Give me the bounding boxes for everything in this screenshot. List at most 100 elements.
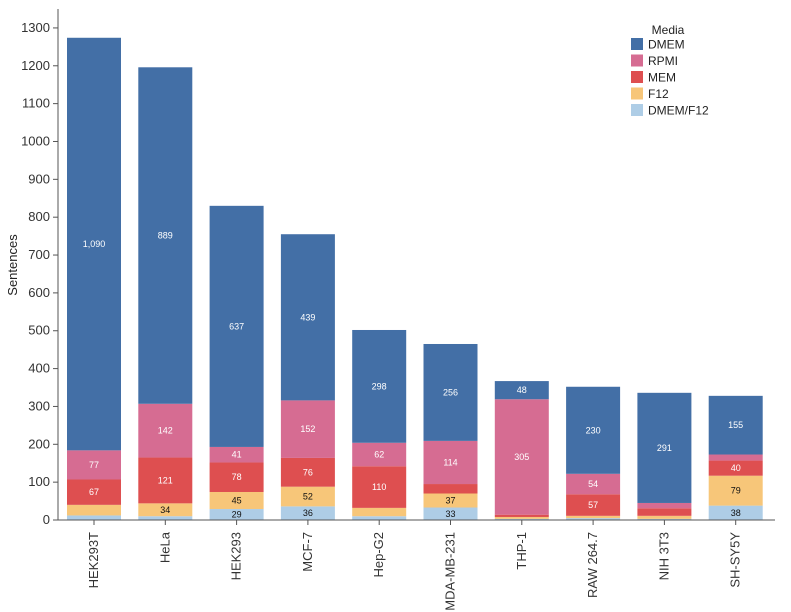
data-label: 45 (232, 496, 242, 506)
bar-segment (637, 502, 692, 509)
bar-segment (494, 518, 549, 520)
y-tick-label: 1300 (21, 20, 50, 35)
bar-segment (708, 475, 763, 506)
data-label: 52 (303, 492, 313, 502)
data-label: 38 (731, 508, 741, 518)
data-label: 77 (89, 460, 99, 470)
x-tick-label: HeLa (157, 531, 172, 563)
data-label: 155 (728, 420, 743, 430)
bar-stack-sh-sy5y: 38 79 40 155 (708, 395, 763, 520)
bar-segment (423, 343, 478, 441)
legend-swatch (631, 104, 643, 116)
data-label: 298 (372, 381, 387, 391)
legend-entry: DMEM/F12 (648, 104, 709, 118)
bar-segment (138, 403, 193, 458)
bar-segment (138, 67, 193, 404)
bar-segment (423, 484, 478, 494)
x-axis: HEK293T HeLa HEK293 MCF-7 Hep-G2 MDA-MB-231 TH… (58, 519, 775, 611)
bar-segment (209, 205, 264, 447)
legend-entry: DMEM (648, 38, 685, 52)
y-tick-label: 700 (28, 247, 50, 262)
bar-segment (209, 509, 264, 520)
data-label: 889 (158, 231, 173, 241)
y-tick-label: 1200 (21, 58, 50, 73)
data-label: 54 (588, 479, 598, 489)
x-tick-label: HEK293 (229, 532, 244, 580)
bar-segment (566, 386, 621, 474)
data-label: 1,090 (83, 239, 106, 249)
data-label: 230 (586, 425, 601, 435)
bar-segment (67, 479, 121, 505)
bar-stack-raw-264-7: 57 54 230 (566, 386, 621, 520)
bar-segment (566, 515, 621, 519)
data-label: 62 (374, 450, 384, 460)
data-label: 439 (300, 312, 315, 322)
y-tick-label: 500 (28, 323, 50, 338)
legend-entry: RPMI (648, 54, 678, 68)
y-tick-label: 400 (28, 361, 50, 376)
data-label: 305 (514, 452, 529, 462)
bar-segment (352, 329, 407, 443)
bar-segment (708, 505, 763, 520)
bar-segment (280, 457, 335, 487)
bar-segment (138, 457, 193, 504)
bar-segment (566, 473, 621, 495)
y-tick-label: 100 (28, 474, 50, 489)
bar-segment (67, 450, 121, 480)
y-tick-label: 900 (28, 171, 50, 186)
bar-stack-nih-3t3: 291 (637, 392, 692, 520)
y-axis: 0 100 200 300 400 500 600 700 800 900 1000 1100 1200… (21, 9, 59, 527)
bar-segment (494, 514, 549, 517)
data-label: 142 (158, 426, 173, 436)
bar-segment (280, 234, 335, 401)
bars: 67 77 1,090 34 121 142 889 29 45 78 41 637 36 52 76 152… (67, 37, 763, 520)
y-tick-label: 1100 (22, 96, 50, 111)
data-label: 79 (731, 486, 741, 496)
x-tick-label: MCF-7 (300, 532, 315, 572)
data-label: 37 (445, 496, 455, 506)
bar-segment (637, 518, 692, 520)
data-label: 256 (443, 387, 458, 397)
y-tick-label: 600 (28, 285, 50, 300)
legend-entry: F12 (648, 87, 669, 101)
legend: Media DMEM RPMI MEM F12 DMEM/F12 (631, 23, 709, 118)
legend-swatch (631, 87, 643, 100)
y-axis-label: Sentences (5, 234, 20, 296)
data-label: 67 (89, 487, 99, 497)
bar-segment (209, 462, 264, 492)
bar-segment (209, 446, 264, 463)
data-label: 114 (443, 457, 457, 467)
legend-swatch (631, 71, 643, 83)
bar-stack-hek293t: 67 77 1,090 (67, 37, 121, 520)
bar-segment (637, 392, 692, 503)
data-label: 121 (158, 475, 173, 485)
bar-stack-thp-1: 305 48 (494, 381, 549, 520)
bar-segment (494, 381, 549, 400)
legend-entry: MEM (648, 71, 676, 85)
bar-segment (494, 516, 549, 519)
y-tick-label: 0 (43, 512, 50, 527)
bar-segment (67, 37, 121, 451)
data-label: 34 (160, 505, 170, 515)
y-tick-label: 1000 (21, 133, 50, 148)
bar-segment (708, 395, 763, 455)
bar-segment (566, 518, 621, 520)
bar-segment (423, 440, 478, 485)
y-tick-label: 800 (28, 209, 50, 224)
legend-swatch (631, 54, 643, 67)
x-tick-label: MDA-MB-231 (443, 532, 458, 611)
bar-segment (423, 493, 478, 508)
bar-segment (494, 399, 549, 515)
data-label: 41 (232, 450, 242, 460)
data-label: 78 (232, 472, 242, 482)
bar-stack-mcf-7: 36 52 76 152 439 (280, 234, 335, 520)
y-tick-label: 300 (28, 398, 50, 413)
bar-segment (280, 506, 335, 520)
x-tick-label: RAW 264.7 (585, 532, 600, 598)
bar-segment (352, 442, 407, 467)
bar-segment (67, 515, 121, 520)
x-tick-label: NIH 3T3 (656, 532, 671, 580)
bar-stack-hek293: 29 45 78 41 637 (209, 205, 264, 520)
data-label: 57 (588, 500, 598, 510)
